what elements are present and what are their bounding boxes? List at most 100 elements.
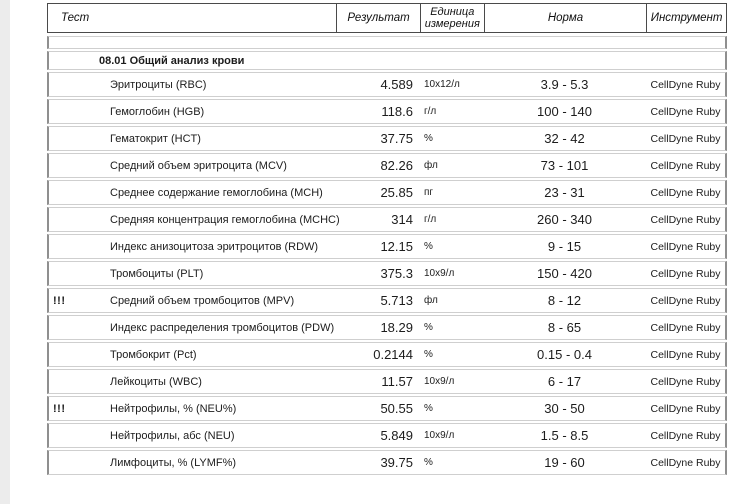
section-title: 08.01 Общий анализ крови (99, 54, 245, 67)
unit-cell: г/л (424, 106, 437, 117)
result-cell: 0.2144 (373, 347, 413, 362)
norm-cell: 23 - 31 (544, 185, 585, 200)
instrument-cell: CellDyne Ruby (650, 132, 721, 145)
instrument-cell: CellDyne Ruby (650, 186, 721, 199)
test-name: Лейкоциты (WBC) (110, 375, 202, 388)
norm-cell: 9 - 15 (547, 239, 582, 254)
test-name-cell: Гематокрит (HCT) (49, 133, 335, 145)
test-name-cell: Нейтрофилы, абс (NEU) (49, 430, 335, 442)
table-row: Лейкоциты (WBC) 11.57 10x9/л 6 - 17 Cell… (47, 369, 727, 394)
result-cell: 5.713 (380, 293, 413, 308)
spacer-row (47, 36, 727, 49)
result-cell: 5.849 (380, 428, 413, 443)
test-name-cell: Тромбокрит (Pct) (49, 349, 335, 361)
instrument-cell: CellDyne Ruby (650, 456, 721, 469)
test-name-cell: Лейкоциты (WBC) (49, 376, 335, 388)
result-cell: 11.57 (381, 374, 413, 389)
test-name: Средний объем тромбоцитов (MPV) (110, 294, 295, 307)
unit-cell: 10x9/л (424, 376, 455, 387)
unit-cell: фл (424, 295, 438, 306)
test-name: Гемоглобин (HGB) (110, 105, 205, 118)
abnormal-flag: !!! (53, 294, 66, 307)
table-row: Тромбокрит (Pct) 0.2144 % 0.15 - 0.4 Cel… (47, 342, 727, 367)
table-row: Среднее содержание гемоглобина (MCH) 25.… (47, 180, 727, 205)
abnormal-flag: !!! (53, 402, 66, 415)
test-name-cell: Лимфоциты, % (LYMF%) (49, 457, 335, 469)
table-row: !!! Нейтрофилы, % (NEU%) 50.55 % 30 - 50… (47, 396, 727, 421)
test-name: Тромбокрит (Pct) (110, 348, 197, 361)
table-row: Нейтрофилы, абс (NEU) 5.849 10x9/л 1.5 -… (47, 423, 727, 448)
test-name-cell: Индекс распределения тромбоцитов (PDW) (49, 322, 335, 334)
result-cell: 4.589 (380, 77, 413, 92)
column-header-norm: Норма (485, 4, 648, 32)
table-row: Средний объем эритроцита (MCV) 82.26 фл … (47, 153, 727, 178)
test-name-cell: Эритроциты (RBC) (49, 79, 335, 91)
instrument-cell: CellDyne Ruby (650, 429, 721, 442)
test-name-cell: !!! Средний объем тромбоцитов (MPV) (49, 295, 335, 307)
test-name-cell: Средняя концентрация гемоглобина (MCHC) (49, 214, 340, 226)
test-name: Тромбоциты (PLT) (110, 267, 204, 280)
norm-cell: 8 - 12 (547, 293, 582, 308)
norm-cell: 150 - 420 (537, 266, 592, 281)
unit-cell: фл (424, 160, 438, 171)
table-row: Гематокрит (HCT) 37.75 % 32 - 42 CellDyn… (47, 126, 727, 151)
norm-cell: 32 - 42 (544, 131, 585, 146)
test-name: Индекс распределения тромбоцитов (PDW) (110, 321, 335, 334)
test-name: Нейтрофилы, абс (NEU) (110, 429, 235, 442)
norm-cell: 260 - 340 (537, 212, 592, 227)
result-cell: 37.75 (380, 131, 413, 146)
result-cell: 375.3 (380, 266, 413, 281)
instrument-cell: CellDyne Ruby (650, 267, 721, 280)
unit-cell: % (424, 322, 433, 333)
column-header-instrument: Инструмент (650, 11, 723, 24)
instrument-cell: CellDyne Ruby (650, 375, 721, 388)
norm-cell: 3.9 - 5.3 (540, 77, 589, 92)
instrument-cell: CellDyne Ruby (650, 348, 721, 361)
instrument-cell: CellDyne Ruby (650, 321, 721, 334)
table-row: Индекс анизоцитоза эритроцитов (RDW) 12.… (47, 234, 727, 259)
unit-cell: 10x9/л (424, 430, 455, 441)
norm-cell: 6 - 17 (547, 374, 582, 389)
unit-cell: % (424, 403, 433, 414)
test-name-cell: Тромбоциты (PLT) (49, 268, 335, 280)
result-cell: 39.75 (380, 455, 413, 470)
unit-cell: % (424, 349, 433, 360)
column-header-result: Результат (337, 4, 421, 32)
norm-cell: 73 - 101 (540, 158, 589, 173)
result-cell: 314 (391, 212, 413, 227)
test-name-cell: Индекс анизоцитоза эритроцитов (RDW) (49, 241, 335, 253)
table-row: Средняя концентрация гемоглобина (MCHC) … (47, 207, 727, 232)
instrument-cell: CellDyne Ruby (650, 402, 721, 415)
table-row: Лимфоциты, % (LYMF%) 39.75 % 19 - 60 Cel… (47, 450, 727, 475)
lab-results-table: Тест Результат Единица измерения Норма И… (47, 3, 727, 477)
norm-cell: 1.5 - 8.5 (540, 428, 589, 443)
instrument-cell: CellDyne Ruby (650, 294, 721, 307)
norm-cell: 0.15 - 0.4 (537, 347, 592, 362)
test-name: Средний объем эритроцита (MCV) (110, 159, 287, 172)
page-left-gutter (0, 0, 10, 504)
unit-cell: % (424, 241, 433, 252)
result-cell: 50.55 (380, 401, 413, 416)
result-cell: 18.29 (380, 320, 413, 335)
unit-cell: 10x12/л (424, 79, 460, 90)
instrument-cell: CellDyne Ruby (650, 159, 721, 172)
result-cell: 12.15 (380, 239, 413, 254)
norm-cell: 8 - 65 (547, 320, 582, 335)
table-header-row: Тест Результат Единица измерения Норма И… (47, 3, 727, 33)
unit-cell: % (424, 457, 433, 468)
table-row: !!! Средний объем тромбоцитов (MPV) 5.71… (47, 288, 727, 313)
result-cell: 82.26 (380, 158, 413, 173)
test-name: Индекс анизоцитоза эритроцитов (RDW) (110, 240, 319, 253)
test-name: Эритроциты (RBC) (110, 78, 207, 91)
test-name: Средняя концентрация гемоглобина (MCHC) (110, 213, 340, 226)
norm-cell: 19 - 60 (544, 455, 585, 470)
table-row: Эритроциты (RBC) 4.589 10x12/л 3.9 - 5.3… (47, 72, 727, 97)
test-name-cell: Средний объем эритроцита (MCV) (49, 160, 335, 172)
unit-cell: г/л (424, 214, 437, 225)
section-header-row: 08.01 Общий анализ крови (47, 51, 727, 70)
table-body: Эритроциты (RBC) 4.589 10x12/л 3.9 - 5.3… (47, 72, 727, 475)
test-name: Среднее содержание гемоглобина (MCH) (110, 186, 323, 199)
result-cell: 118.6 (381, 104, 413, 119)
unit-cell: 10x9/л (424, 268, 455, 279)
test-name: Нейтрофилы, % (NEU%) (110, 402, 237, 415)
